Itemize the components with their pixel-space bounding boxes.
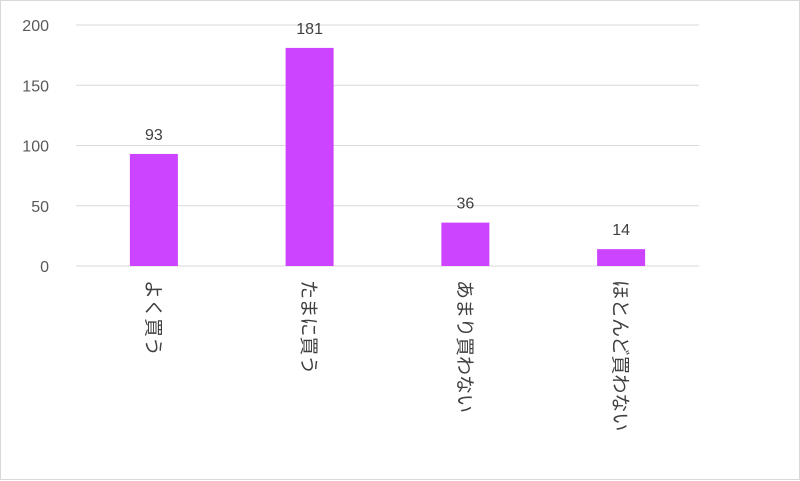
category-label: あまり買わない	[453, 280, 475, 413]
category-label: よく買う	[142, 280, 164, 356]
data-label: 36	[456, 196, 474, 213]
x-axis-category-labels: よく買う たまに買う あまり買わない ほとんど買わない	[142, 280, 631, 431]
y-tick-label: 100	[22, 139, 49, 156]
data-label: 181	[296, 21, 323, 38]
y-tick-label: 150	[22, 78, 49, 95]
data-label: 93	[145, 127, 163, 144]
y-tick-label: 200	[22, 18, 49, 35]
y-tick-label: 0	[40, 259, 49, 276]
bar	[441, 222, 490, 266]
gridlines	[76, 24, 699, 267]
bar	[597, 249, 646, 266]
data-label: 14	[612, 222, 630, 239]
data-labels: 93 181 36 14	[145, 21, 630, 239]
y-tick-label: 50	[31, 199, 49, 216]
bars	[129, 47, 646, 266]
y-axis-tick-labels: 0 50 100 150 200	[22, 18, 49, 276]
category-label: たまに買う	[298, 280, 320, 374]
category-label: ほとんど買わない	[609, 280, 631, 431]
bar	[129, 153, 178, 266]
bar	[285, 47, 334, 266]
